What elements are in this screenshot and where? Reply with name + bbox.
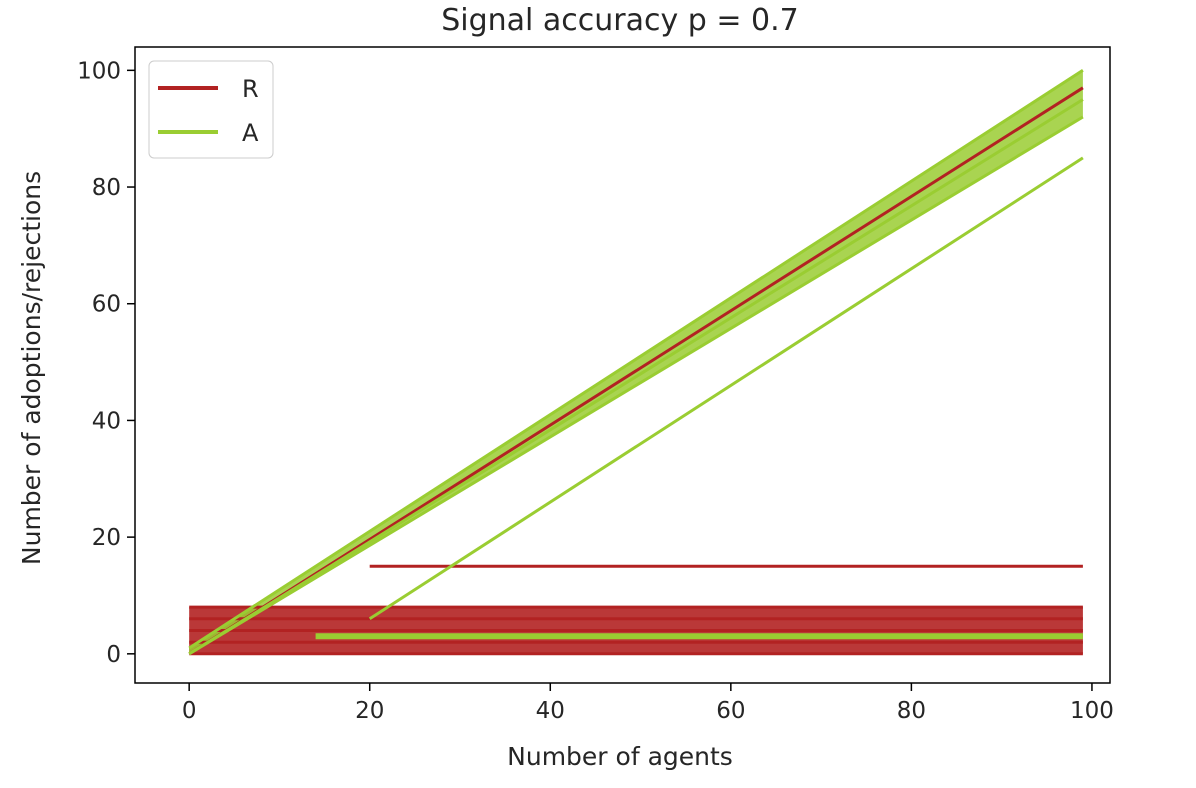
x-tick-label: 20 bbox=[355, 698, 384, 724]
legend-label-r: R bbox=[242, 75, 259, 103]
x-axis-label: Number of agents bbox=[507, 742, 733, 771]
y-tick-label: 20 bbox=[92, 525, 121, 551]
plot-frame bbox=[134, 46, 1111, 684]
series-line-a-7 bbox=[188, 69, 1084, 650]
legend-label-a: A bbox=[242, 119, 259, 147]
y-tick-label: 0 bbox=[106, 642, 121, 668]
legend: R A bbox=[148, 60, 274, 159]
y-tick-label: 60 bbox=[92, 292, 121, 318]
series-line-a-10 bbox=[368, 156, 1084, 621]
plot-area bbox=[188, 69, 1084, 656]
x-tick-label: 60 bbox=[716, 698, 745, 724]
x-tick-label: 80 bbox=[897, 698, 926, 724]
x-tick-label: 100 bbox=[1070, 698, 1114, 724]
x-tick-label: 0 bbox=[182, 698, 197, 724]
x-tick-label: 40 bbox=[536, 698, 565, 724]
x-axis: 0 20 40 60 80 100 bbox=[182, 683, 1114, 724]
chart-title: Signal accuracy p = 0.7 bbox=[441, 3, 799, 38]
y-tick-label: 40 bbox=[92, 408, 121, 434]
series-line-a-9 bbox=[188, 115, 1084, 656]
y-axis: 0 20 40 60 80 100 bbox=[77, 58, 135, 668]
series-line-r-0 bbox=[188, 86, 1084, 656]
y-tick-label: 80 bbox=[92, 175, 121, 201]
y-tick-label: 100 bbox=[77, 58, 121, 84]
y-axis-label: Number of adoptions/rejections bbox=[17, 171, 46, 565]
series-line-a-8 bbox=[188, 98, 1084, 656]
